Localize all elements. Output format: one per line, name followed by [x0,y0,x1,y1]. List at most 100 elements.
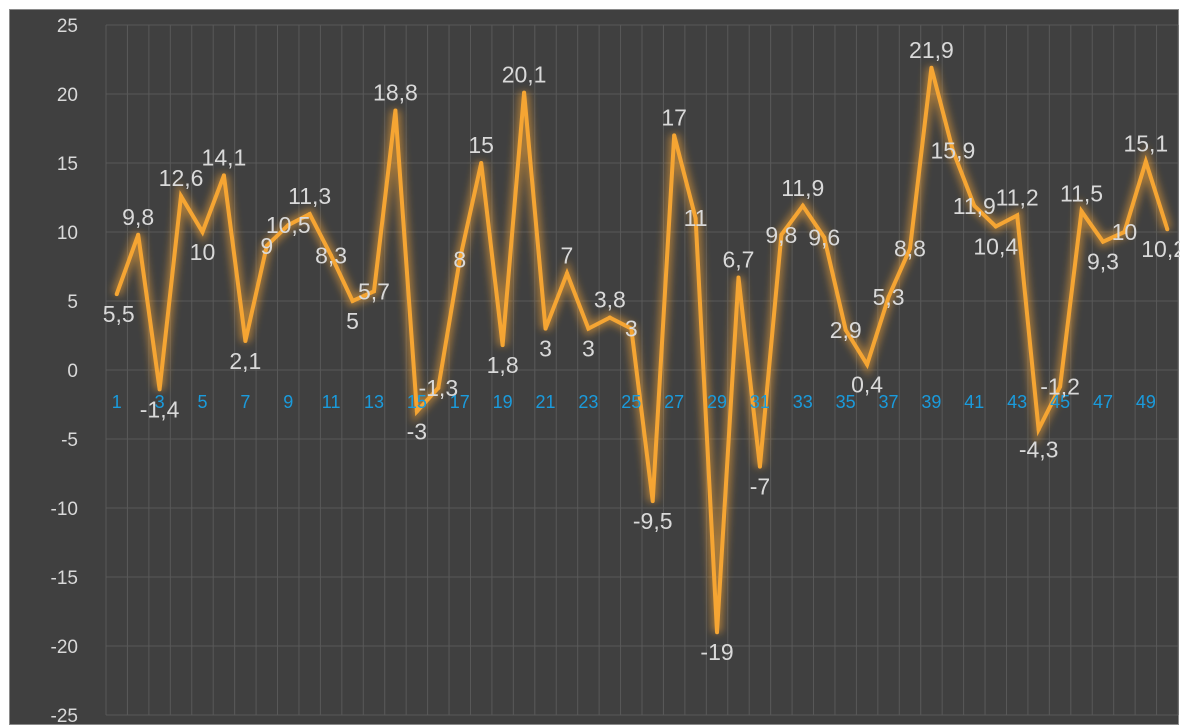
x-tick-label: 7 [240,392,250,412]
data-label: 5,5 [103,301,135,327]
x-tick-label: 31 [750,392,770,412]
y-tick-label: 25 [57,16,78,37]
data-label: 2,1 [229,348,261,374]
x-tick-label: 27 [664,392,684,412]
data-point [221,173,226,178]
data-label: 21,9 [909,37,954,63]
data-point [950,148,955,153]
y-tick-label: 0 [67,361,78,382]
data-label: 11,9 [953,193,996,219]
data-point [929,65,934,70]
data-point [1036,427,1041,432]
data-label: 8,3 [315,242,347,268]
x-tick-label: 13 [364,392,384,412]
data-label: 15,9 [930,138,975,164]
data-point [865,362,870,367]
data-label: -3 [407,418,427,444]
x-tick-label: 45 [1050,392,1070,412]
data-point [886,294,891,299]
x-tick-label: 5 [197,392,207,412]
data-point [757,464,762,469]
data-label: 8 [453,247,466,273]
data-points [114,65,1170,635]
data-label: -1,4 [140,396,180,422]
data-point [457,257,462,262]
y-tick-label: -5 [61,430,78,451]
series-line-path [114,67,1170,633]
data-point [479,161,484,165]
data-label: 9,8 [765,222,797,248]
data-label: 11 [684,205,708,231]
data-labels: 5,59,8-1,412,61014,12,1910,511,38,355,71… [103,37,1180,665]
data-point [779,232,784,237]
data-point [500,343,505,348]
y-tick-label: -25 [51,706,78,726]
x-tick-label: 19 [493,392,513,412]
chart-area: 25 20 15 10 5 0 -5 -10 -15 -20 -25 1 3 5 7 9 11 13 15 17 19… [9,9,1180,726]
x-tick-label: 1 [112,392,122,412]
data-point [650,499,655,504]
y-tick-label: 20 [57,85,78,106]
data-point [908,246,912,251]
data-point [1165,227,1170,232]
data-label: 15 [468,132,494,158]
data-point [307,212,312,217]
data-point [350,299,355,303]
data-label: 5 [346,308,359,334]
x-tick-label: 41 [964,392,984,412]
data-point [393,108,398,113]
data-point [672,133,677,138]
x-tick-label: 33 [793,392,813,412]
data-label: 17 [661,104,687,130]
data-label: 10,2 [1141,236,1180,262]
data-label: 11,2 [996,184,1039,210]
data-point [607,315,612,320]
x-tick-label: 11 [322,392,341,412]
data-point [736,275,741,280]
data-label: 2,9 [830,317,862,343]
data-label: 20,1 [502,62,547,88]
y-tick-label: 15 [57,154,78,175]
data-label: 10 [1112,219,1138,245]
data-point [993,224,998,229]
x-tick-label: 43 [1007,392,1027,412]
data-label: 12,6 [159,165,204,191]
data-point [157,387,162,392]
data-point [629,326,634,331]
y-tick-label: 5 [67,292,78,313]
data-point [136,232,141,237]
x-tick-label: 9 [283,392,293,412]
data-point [286,223,291,228]
data-point [329,253,334,258]
data-point [264,243,269,248]
y-tick-label: -20 [51,637,78,658]
x-tick-label: 49 [1136,392,1156,412]
data-point [200,230,205,234]
data-label: 15,1 [1123,131,1168,157]
data-label: 3 [539,336,552,362]
y-tick-label: 10 [57,223,78,244]
data-label: 3 [625,316,638,342]
x-tick-label: 17 [450,392,470,412]
data-label: 11,3 [288,183,331,209]
data-point [1079,209,1084,214]
data-point [243,339,248,344]
data-point [1122,230,1127,234]
x-tick-label: 23 [578,392,598,412]
data-label: 6,7 [722,247,754,273]
data-point [1015,213,1020,218]
data-label: -4,3 [1019,436,1059,462]
data-label: 8,8 [894,236,926,262]
data-point [972,203,977,208]
data-point [715,630,720,635]
data-label: 14,1 [202,144,247,170]
x-tick-label: 25 [621,392,641,412]
data-label: -9,5 [633,508,673,534]
data-label: 9,6 [808,225,840,251]
x-axis-ticks: 1 3 5 7 9 11 13 15 17 19 21 23 25 27 29 31 33 35 37 39 41 43 4… [112,392,1156,412]
data-label: 3,8 [594,287,626,313]
data-label: 3 [582,336,595,362]
x-tick-label: 3 [155,392,165,412]
data-point [179,194,184,199]
